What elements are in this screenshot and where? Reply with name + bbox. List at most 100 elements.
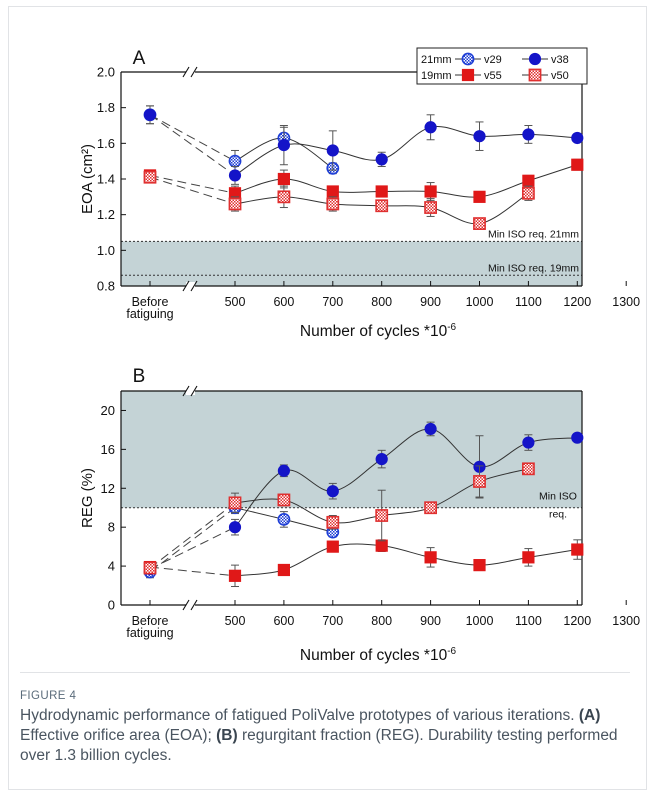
data-point	[326, 185, 339, 198]
data-point	[473, 130, 486, 143]
y-tick-label: 1.6	[97, 136, 115, 151]
data-point	[326, 144, 339, 157]
x-tick-label: 900	[420, 614, 441, 628]
x-tick-label-line: 1100	[515, 295, 542, 309]
y-tick-label: 1.0	[97, 243, 115, 258]
x-tick-label-line: 1000	[466, 614, 494, 628]
x-tick-label-line: Before	[132, 614, 169, 628]
legend-marker	[461, 52, 475, 66]
data-point	[522, 551, 535, 564]
y-tick-label: 2.0	[97, 65, 115, 80]
data-point	[326, 540, 339, 553]
x-tick-label-line: 900	[420, 295, 441, 309]
chart-panel-a: Min ISO req. 21mm Min ISO req. 19mm 0.8 1.0…	[79, 47, 640, 340]
series-v50	[143, 170, 535, 230]
y-tick-label: 20	[101, 403, 115, 418]
caption-divider	[20, 672, 630, 673]
y-axis-label: EOA (cm²)	[79, 144, 96, 214]
data-point	[521, 186, 535, 200]
figure-label: FIGURE 4	[20, 690, 77, 702]
data-point	[473, 217, 486, 230]
axis-break-mark	[190, 385, 198, 397]
x-tick-label-line: 900	[420, 614, 441, 628]
x-axis-label: Number of cycles *10-6	[300, 322, 457, 340]
y-tick-label: 1.4	[97, 172, 115, 187]
legend-entry-label: v50	[551, 70, 569, 82]
x-tick-label-line: 1200	[563, 614, 591, 628]
iso-reference-label: Min ISO req. 19mm	[488, 262, 579, 274]
x-tick-label: 500	[225, 295, 246, 309]
data-point	[521, 462, 535, 476]
data-point	[571, 158, 584, 171]
x-tick-label: 1200	[563, 614, 591, 628]
x-tick-label: 700	[322, 295, 343, 309]
data-point	[424, 422, 437, 436]
series-break-line	[149, 114, 236, 176]
x-tick-label-line: fatiguing	[126, 626, 173, 640]
data-point	[571, 543, 584, 556]
data-point	[571, 131, 584, 145]
y-tick-label: 0.8	[97, 279, 115, 294]
x-tick-label-line: 1300	[612, 295, 640, 309]
axis-break-mark	[190, 599, 198, 611]
iso-shaded-band	[121, 391, 582, 508]
caption-a-label: (A)	[578, 707, 601, 724]
data-point	[375, 185, 388, 198]
data-point	[375, 199, 389, 213]
x-tick-label-line: 700	[322, 614, 343, 628]
x-axis-label-exponent: -6	[447, 646, 456, 657]
series-break-line	[149, 526, 236, 570]
chart-panel-b: Min ISO req. 0 4 8 12 16 20 Before fatiguing 500 60…	[79, 366, 640, 664]
x-tick-label: 1300	[612, 295, 640, 309]
axis-break-mark	[190, 66, 198, 78]
data-point	[277, 464, 290, 477]
data-point	[228, 169, 242, 182]
caption-b-text: regurgitant fraction (REG). Durability t…	[20, 727, 618, 764]
y-tick-label: 1.2	[97, 207, 115, 222]
data-point	[326, 485, 339, 498]
iso-reference-label: Min ISO req.	[539, 491, 577, 521]
y-tick-label: 0	[108, 598, 115, 613]
data-point	[424, 185, 437, 198]
legend-group-label: 21mm	[421, 54, 452, 66]
series-v55	[143, 539, 584, 588]
x-tick-label: 1000	[466, 295, 494, 309]
x-tick-label: 1100	[515, 614, 542, 628]
caption-intro: Hydrodynamic performance of fatigued Pol…	[20, 707, 579, 724]
x-axis-label: Number of cycles *10-6	[300, 646, 457, 664]
data-point	[228, 521, 242, 534]
x-tick-label-line: 700	[322, 295, 343, 309]
data-point	[522, 436, 535, 449]
x-tick-label: 600	[273, 614, 294, 628]
legend-entry-label: v38	[551, 54, 569, 66]
data-point	[277, 563, 290, 577]
x-tick-label-line: 600	[273, 614, 294, 628]
data-point	[473, 190, 486, 203]
data-point	[277, 139, 290, 152]
series-break-line	[149, 502, 236, 569]
data-point	[424, 501, 437, 515]
y-tick-label: 12	[101, 481, 115, 496]
series-v50	[143, 462, 535, 575]
x-tick-label: 600	[273, 295, 294, 309]
series-v29	[143, 105, 340, 175]
x-tick-label: 1200	[563, 295, 591, 309]
data-point	[375, 509, 389, 522]
x-tick-label: 800	[371, 614, 392, 628]
x-tick-label: 1100	[515, 295, 542, 309]
x-tick-label-line: 600	[273, 295, 294, 309]
data-point	[143, 108, 157, 121]
data-point	[228, 496, 242, 510]
data-point	[424, 121, 437, 134]
x-tick-label-line: 500	[225, 614, 246, 628]
legend-marker	[528, 68, 542, 82]
axis-break-mark	[182, 599, 190, 611]
data-point	[277, 513, 291, 526]
panel-letter: B	[133, 366, 146, 387]
axis-break-gap	[186, 282, 195, 290]
series-v38	[143, 421, 584, 576]
data-point	[143, 561, 157, 575]
x-tick-label-line: Before	[132, 295, 169, 309]
data-point	[228, 197, 242, 211]
